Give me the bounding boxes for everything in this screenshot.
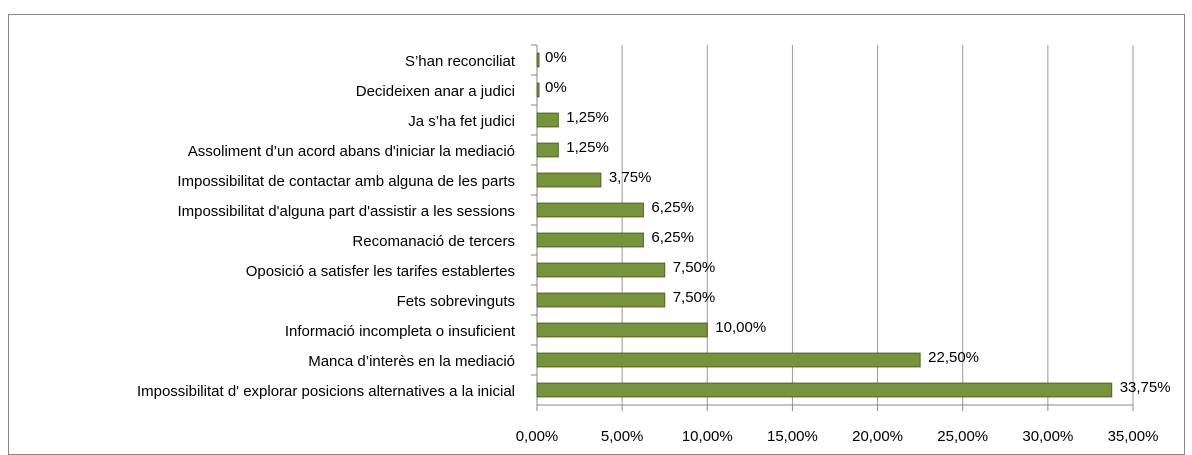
- y-tick-label: Informació incompleta o insuficient: [285, 323, 516, 340]
- x-tick-label: 0,00%: [516, 428, 559, 445]
- value-label: 22,50%: [928, 349, 979, 366]
- bar: [536, 112, 559, 128]
- y-tick-label: Ja s’ha fet judici: [408, 113, 515, 130]
- y-tick-label: Impossibilitat d'alguna part d'assistir …: [177, 203, 515, 220]
- value-label: 33,75%: [1120, 379, 1171, 396]
- value-label: 1,25%: [566, 109, 609, 126]
- x-tick-label: 20,00%: [852, 428, 903, 445]
- y-tick-label: Decideixen anar a judici: [356, 83, 515, 100]
- x-tick-label: 10,00%: [682, 428, 733, 445]
- bar: [536, 292, 666, 308]
- bar: [536, 202, 644, 218]
- y-tick-label: Oposició a satisfer les tarifes establer…: [246, 263, 515, 280]
- value-label: 3,75%: [609, 169, 652, 186]
- x-tick-label: 5,00%: [601, 428, 644, 445]
- x-tick-label: 30,00%: [1022, 428, 1073, 445]
- x-tick-label: 25,00%: [937, 428, 988, 445]
- x-tick-label: 15,00%: [767, 428, 818, 445]
- bar: [536, 352, 921, 368]
- y-tick-label: Impossibilitat de contactar amb alguna d…: [177, 173, 515, 190]
- value-label: 10,00%: [715, 319, 766, 336]
- value-label: 0%: [545, 79, 567, 96]
- bar: [536, 142, 559, 158]
- bar: [536, 172, 602, 188]
- y-tick-label: Assoliment d’un acord abans d'iniciar la…: [188, 143, 515, 160]
- value-label: 1,25%: [566, 139, 609, 156]
- y-tick-label: Manca d’interès en la mediació: [308, 353, 515, 370]
- y-tick-label: Impossibilitat d' explorar posicions alt…: [137, 383, 515, 400]
- bar: [536, 52, 540, 68]
- bar: [536, 82, 540, 98]
- value-label: 6,25%: [651, 229, 694, 246]
- bar: [536, 382, 1113, 398]
- value-label: 7,50%: [673, 289, 716, 306]
- y-tick-label: S’han reconciliat: [405, 53, 516, 70]
- x-tick-label: 35,00%: [1108, 428, 1159, 445]
- value-label: 7,50%: [673, 259, 716, 276]
- value-label: 0%: [545, 49, 567, 66]
- bar: [536, 232, 644, 248]
- value-label: 6,25%: [651, 199, 694, 216]
- bar: [536, 322, 708, 338]
- bar: [536, 262, 666, 278]
- y-tick-label: Recomanació de tercers: [352, 233, 515, 250]
- y-tick-label: Fets sobrevinguts: [397, 293, 515, 310]
